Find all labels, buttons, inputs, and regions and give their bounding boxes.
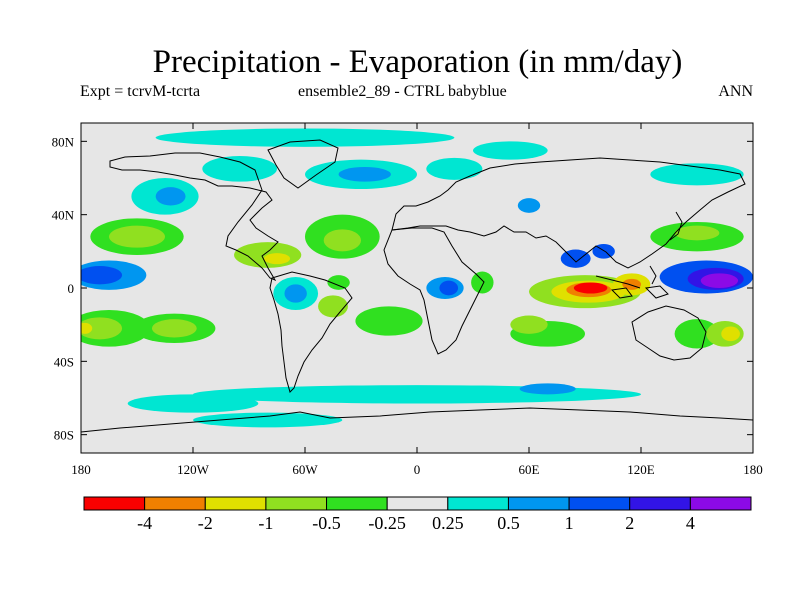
region-barents — [473, 141, 548, 160]
coast-north-america — [109, 152, 279, 282]
experiment-label: Expt = tcrvM-tcrta — [80, 83, 201, 100]
region-s-atlantic-subtrop — [355, 306, 423, 336]
region-africa-east — [471, 271, 494, 294]
colorbar-swatch — [447, 496, 509, 511]
y-tick-label: 40S — [54, 354, 74, 369]
colorbar-swatch — [689, 496, 752, 511]
coast-australia — [631, 305, 707, 361]
region-antarctic-coast — [193, 412, 343, 428]
chart-title: Precipitation - Evaporation (in mm/day) — [152, 44, 683, 80]
y-tick-label: 80N — [52, 134, 75, 149]
region-brazil-east-b — [327, 275, 350, 290]
region-w-pacific-sw-b — [81, 317, 123, 340]
colorbar-label: 0.5 — [497, 513, 520, 533]
colorbar-swatch — [507, 496, 570, 511]
region-sw-pacific-core — [721, 326, 740, 342]
region-s-ocean-sp — [127, 394, 259, 413]
x-tick-label: 60E — [519, 462, 540, 477]
region-w-pacific-warm-core — [700, 273, 739, 288]
region-s-pacific-east-b — [151, 319, 197, 338]
region-s-ocean-indian — [519, 383, 576, 395]
region-w-pacific-sw-c — [81, 322, 93, 334]
x-tick-label: 180 — [71, 462, 91, 477]
colorbar-swatch — [204, 496, 267, 511]
region-bay-of-bengal — [560, 249, 591, 268]
region-caribbean-core — [263, 253, 291, 265]
axis-ticks — [80, 123, 754, 453]
region-nw-pacific — [650, 163, 744, 186]
region-arctic-band — [155, 128, 455, 147]
colorbar-label: 0.25 — [432, 513, 464, 533]
colorbar-swatch — [144, 496, 206, 511]
colorbar-swatch — [265, 496, 328, 511]
colorbar-label: -4 — [137, 513, 152, 533]
region-africa-congo-core — [439, 280, 459, 296]
region-europe-north — [426, 157, 483, 180]
x-tick-label: 120W — [177, 462, 210, 477]
region-n-atlantic-sub-b — [338, 167, 391, 182]
x-tick-label: 60W — [292, 462, 318, 477]
coast-eurasia — [391, 157, 746, 269]
colorbar-label: -1 — [258, 513, 273, 533]
ensemble-label: ensemble2_89 - CTRL babyblue — [298, 83, 507, 100]
region-nw-pacific-subtrop-b — [674, 225, 720, 241]
y-tick-label: 40N — [52, 208, 75, 223]
colorbar-label: 1 — [565, 513, 574, 533]
colorbar-swatch — [568, 496, 631, 511]
colorbar-swatch — [386, 496, 449, 511]
coast-africa — [383, 227, 485, 355]
region-central-asia — [517, 198, 541, 213]
season-label: ANN — [718, 83, 753, 100]
y-tick-label: 0 — [68, 281, 75, 296]
colorbar-label: 2 — [625, 513, 634, 533]
colorbar-label: -0.5 — [312, 513, 341, 533]
colorbar-swatch — [83, 496, 146, 511]
region-n-atlantic-subtrop-b — [323, 229, 362, 252]
region-indian-ocean-eq-min — [573, 282, 608, 294]
coastlines — [81, 139, 753, 433]
x-tick-label: 180 — [743, 462, 763, 477]
colorbar-label: 4 — [686, 513, 695, 533]
colorbar: -4 -2 -1 -0.5 -0.25 0.25 0.5 1 2 4 — [83, 496, 752, 533]
coast-antarctica — [81, 407, 753, 433]
axis-tick-labels: 180 120W 60W 0 60E 120E 180 80N 40N 0 40S 80S — [52, 134, 763, 477]
contour-regions — [81, 128, 753, 428]
coast-greenland — [267, 139, 339, 189]
x-tick-label: 0 — [414, 462, 421, 477]
region-indian-ocean-sw — [510, 315, 548, 334]
y-tick-label: 80S — [54, 428, 74, 443]
coast-south-america — [269, 271, 353, 393]
x-tick-label: 120E — [627, 462, 655, 477]
region-n-pacific-subtrop-b — [109, 225, 165, 248]
region-n-pacific-east-b — [155, 187, 186, 206]
region-australia-east — [674, 319, 720, 349]
region-e-pacific-itcz-b — [81, 266, 123, 285]
region-amazon-core — [284, 284, 307, 303]
colorbar-label: -0.25 — [368, 513, 406, 533]
colorbar-swatch — [629, 496, 691, 511]
colorbar-swatch — [326, 496, 388, 511]
coast-japan — [669, 211, 683, 241]
colorbar-label: -2 — [198, 513, 213, 533]
region-canada-arctic — [202, 156, 277, 182]
coast-maritime — [595, 265, 669, 299]
region-brazil-east — [318, 295, 348, 318]
